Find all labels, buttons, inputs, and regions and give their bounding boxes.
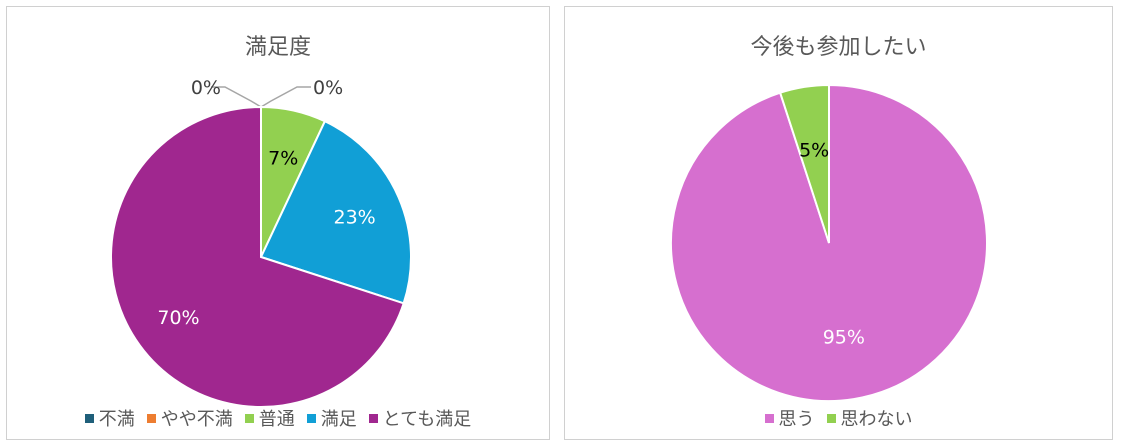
legend-swatch xyxy=(764,414,774,423)
legend-label: とても満足 xyxy=(382,409,472,430)
participate-again-pie: 95% 5% xyxy=(670,83,988,402)
pie-slice xyxy=(778,83,830,244)
slice-label: 23% xyxy=(333,206,375,228)
chart-legend: 不満 やや不満 普通 満足 とても満足 xyxy=(7,405,549,431)
chart-title: 満足度 xyxy=(244,35,311,60)
slice-label: 7% xyxy=(268,147,298,169)
satisfaction-chart: 満足度 0% 0% 7% 23% 70% 不満 やや不満 普通 満足 とても満足 xyxy=(6,6,550,440)
pie-slice xyxy=(110,105,405,408)
legend-swatch xyxy=(306,414,316,423)
legend-swatch xyxy=(826,414,836,423)
chart-legend: 思う 思わない xyxy=(565,405,1112,431)
pie-slice xyxy=(259,119,412,305)
slice-label: 70% xyxy=(157,307,199,329)
legend-swatch xyxy=(244,414,254,423)
legend-label: 思わない xyxy=(840,409,913,430)
legend-label: やや不満 xyxy=(160,409,233,430)
legend-label: 不満 xyxy=(98,409,135,430)
satisfaction-pie: 0% 0% 7% 23% 70% xyxy=(110,77,412,408)
legend-swatch xyxy=(84,414,94,423)
legend-item: 不満 xyxy=(84,405,135,431)
leader-line xyxy=(211,86,262,108)
slice-label: 0% xyxy=(191,77,221,99)
legend-swatch xyxy=(146,414,156,423)
legend-item: 満足 xyxy=(306,405,357,431)
legend-item: とても満足 xyxy=(368,405,472,431)
participate-again-chart: 今後も参加したい 95% 5% 思う 思わない xyxy=(564,6,1113,440)
slice-label: 5% xyxy=(799,139,829,161)
legend-item: 普通 xyxy=(244,405,295,431)
chart-title: 今後も参加したい xyxy=(750,35,927,60)
legend-item: 思う xyxy=(764,405,815,431)
leader-line xyxy=(260,86,311,108)
legend-item: 思わない xyxy=(826,405,913,431)
slice-label: 95% xyxy=(823,327,865,349)
slice-label: 0% xyxy=(313,77,343,99)
legend-label: 思う xyxy=(778,409,815,430)
legend-swatch xyxy=(368,414,378,423)
legend-label: 普通 xyxy=(258,409,295,430)
legend-item: やや不満 xyxy=(146,405,233,431)
legend-label: 満足 xyxy=(320,409,357,430)
